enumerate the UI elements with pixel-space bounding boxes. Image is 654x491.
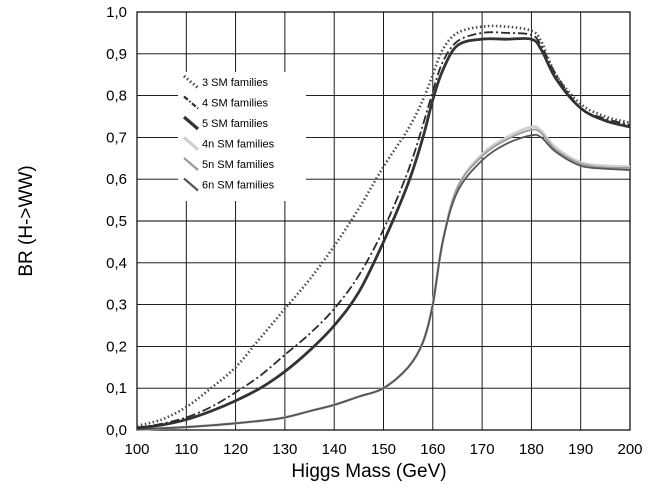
series-line-3-sm-families — [136, 24, 631, 428]
legend-label: 5n SM families — [202, 159, 275, 171]
x-tick-label: 120 — [223, 441, 248, 458]
legend-swatch — [183, 177, 199, 192]
legend-swatch — [182, 136, 200, 151]
series-layer — [136, 24, 631, 431]
y-tick-label: 0,8 — [106, 88, 127, 105]
y-tick-label: 0,1 — [106, 380, 127, 397]
legend-label: 4 SM families — [202, 98, 269, 110]
y-tick-label: 0,4 — [106, 255, 127, 272]
x-tick-label: 160 — [420, 441, 445, 458]
x-tick-label: 180 — [519, 441, 544, 458]
y-tick-label: 0,6 — [106, 171, 127, 188]
x-tick-label: 190 — [568, 441, 593, 458]
series-line-6n-sm-families — [136, 133, 631, 431]
y-axis-label: BR (H->WW) — [16, 165, 37, 276]
legend-label: 3 SM families — [202, 77, 269, 89]
x-axis-label: Higgs Mass (GeV) — [291, 461, 446, 482]
legend-swatch — [182, 115, 200, 131]
legend-swatch — [183, 95, 199, 110]
series-line-5-sm-families — [136, 37, 631, 430]
x-axis-ticks: 100 110 120 130 140 150 160 170 180 190 200 — [124, 441, 642, 458]
legend-label: 6n SM families — [202, 180, 275, 192]
x-tick-label: 150 — [371, 441, 396, 458]
y-tick-label: 0,3 — [106, 297, 127, 314]
y-axis-ticks: 0,0 0,1 0,2 0,3 0,4 0,5 0,6 0,7 0,8 0,9 1,0 — [106, 4, 127, 439]
legend-label: 4n SM families — [202, 139, 275, 151]
y-tick-label: 0,9 — [106, 46, 127, 63]
series-line-4-sm-families — [136, 31, 631, 429]
y-tick-label: 0,5 — [106, 213, 127, 230]
x-tick-label: 110 — [174, 441, 198, 458]
x-tick-label: 170 — [470, 441, 495, 458]
x-tick-label: 130 — [272, 441, 297, 458]
y-tick-label: 0,0 — [106, 422, 127, 439]
legend-label: 5 SM families — [202, 118, 269, 130]
legend-box — [178, 72, 306, 201]
plot-frame — [136, 11, 631, 431]
y-tick-label: 0,7 — [106, 129, 127, 146]
x-tick-label: 100 — [124, 441, 149, 458]
legend: 3 SM families 4 SM families 5 SM families 4… — [178, 72, 306, 201]
y-tick-label: 0,2 — [106, 338, 127, 355]
x-tick-label: 140 — [322, 441, 347, 458]
x-tick-label: 200 — [617, 441, 642, 458]
y-tick-label: 1,0 — [106, 4, 127, 21]
legend-swatch — [183, 74, 199, 90]
legend-swatch — [183, 157, 199, 171]
